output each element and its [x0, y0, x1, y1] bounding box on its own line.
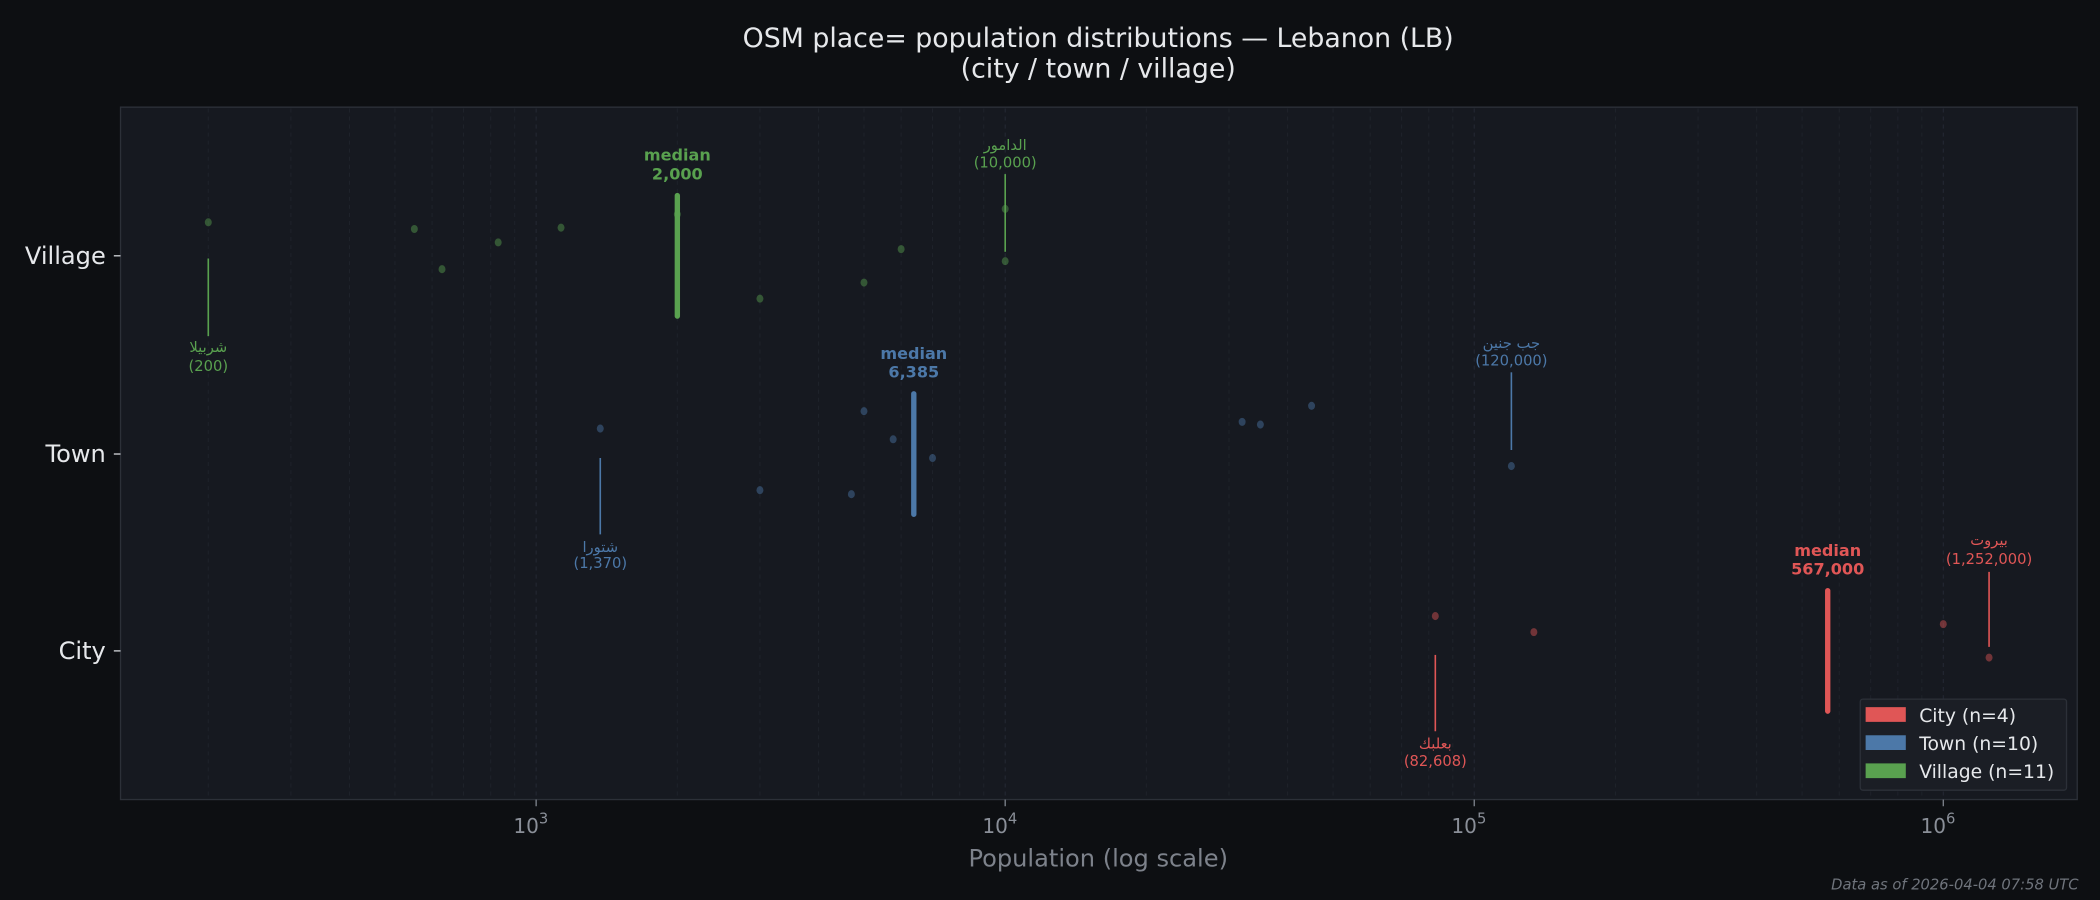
gridlines — [207, 108, 1944, 799]
point-city — [1530, 628, 1538, 637]
point-village — [756, 294, 764, 303]
x-tick-base: 10 — [513, 814, 539, 838]
y-axis: City Town Village — [25, 242, 121, 665]
y-tick-label-village: Village — [25, 242, 106, 270]
annotation-value: (82,608) — [1404, 753, 1467, 770]
legend-swatch-village — [1865, 763, 1906, 779]
x-tick-label: 106 — [1920, 811, 1955, 838]
point-town — [860, 407, 868, 416]
chart-title: OSM place= population distributions — Le… — [743, 23, 1454, 54]
x-tick-label: 104 — [982, 811, 1017, 838]
annotation-name: جب جنين — [1483, 335, 1540, 352]
median-value: 6,385 — [888, 363, 939, 382]
point-city — [1431, 612, 1439, 621]
point-village — [557, 223, 565, 232]
annotation-value: (120,000) — [1475, 353, 1547, 370]
annotation-value: (1,252,000) — [1946, 551, 2032, 568]
median-value: 2,000 — [652, 164, 703, 183]
point-village — [860, 278, 868, 287]
x-tick-exponent: 5 — [1477, 811, 1486, 828]
annotation-name: بعلبك — [1419, 736, 1452, 753]
point-village — [494, 238, 502, 247]
x-axis-label: Population (log scale) — [968, 845, 1228, 873]
median-value: 567,000 — [1791, 560, 1864, 579]
legend: City (n=4) Town (n=10) Village (n=11) — [1859, 698, 2068, 791]
point-town — [1256, 420, 1264, 429]
legend-label-city: City (n=4) — [1919, 706, 2016, 727]
point-town — [889, 435, 897, 444]
median-label: median — [644, 146, 711, 165]
annotation-name: الدامور — [983, 137, 1027, 154]
plot-area — [119, 106, 2078, 801]
point-town — [1308, 401, 1316, 410]
legend-label-town: Town (n=10) — [1918, 734, 2038, 755]
annotation-value: (10,000) — [974, 154, 1037, 171]
point-city — [1939, 620, 1947, 629]
x-tick-label: 103 — [513, 811, 548, 838]
y-tick-label-town: Town — [44, 440, 105, 468]
x-axis: 103 104 105 106 — [513, 799, 1955, 838]
point-town — [929, 454, 937, 463]
point-town — [1507, 462, 1515, 471]
point-village — [438, 265, 446, 274]
point-town — [756, 486, 764, 495]
legend-box — [1859, 698, 2068, 791]
annotation-name: شربيلا — [189, 339, 227, 356]
point-town — [596, 424, 604, 433]
x-tick-base: 10 — [1451, 814, 1477, 838]
x-tick-base: 10 — [1920, 814, 1946, 838]
point-village — [1001, 257, 1009, 266]
point-town — [847, 490, 855, 499]
median-label: median — [880, 344, 947, 363]
annotation-name: شتورا — [582, 539, 618, 556]
median-label: median — [1794, 541, 1861, 560]
x-tick-base: 10 — [982, 814, 1008, 838]
annotation-value: (200) — [188, 358, 228, 375]
legend-swatch-city — [1865, 707, 1906, 722]
data-date-footer: Data as of 2026-04-04 07:58 UTC — [1831, 876, 2079, 893]
x-tick-exponent: 4 — [1008, 811, 1017, 828]
point-village — [204, 218, 212, 227]
x-tick-label: 105 — [1451, 811, 1486, 838]
point-city — [1985, 653, 1993, 662]
point-village — [897, 245, 905, 254]
data-points — [204, 204, 1993, 662]
legend-label-village: Village (n=11) — [1919, 762, 2054, 783]
chart-subtitle: (city / town / village) — [961, 54, 1236, 85]
x-tick-exponent: 6 — [1946, 811, 1955, 828]
annotation-value: (1,370) — [573, 555, 627, 572]
x-tick-exponent: 3 — [539, 811, 548, 828]
annotation-name: بيروت — [1970, 532, 2008, 549]
point-village — [410, 225, 418, 234]
point-town — [1238, 417, 1246, 426]
y-tick-label-city: City — [59, 637, 106, 665]
legend-swatch-town — [1865, 735, 1906, 750]
annotations: شربيلا (200) الدامور(10,000) شتورا(1,370) جب… — [188, 137, 2032, 770]
